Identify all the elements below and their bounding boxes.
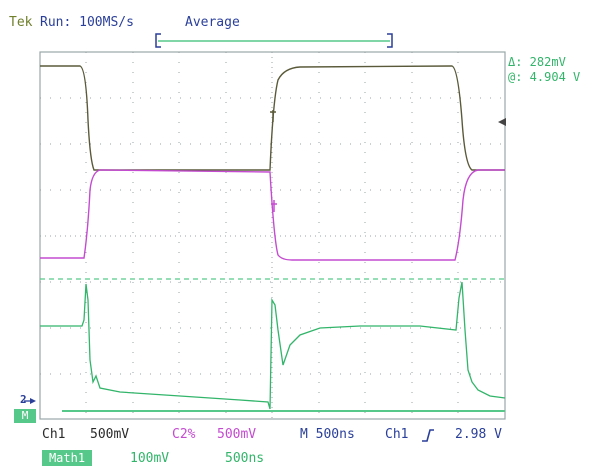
math1-label[interactable]: Math1: [42, 450, 92, 466]
ch2-ground-arrow: [30, 398, 36, 404]
trigger-marker-ch1[interactable]: [270, 110, 276, 122]
ch1-label: Ch1: [42, 427, 66, 442]
acquisition-mode: Average: [185, 15, 240, 30]
graticule: [39, 51, 506, 420]
ch1-trace: [40, 65, 505, 171]
ch2-trace: [40, 169, 505, 261]
trigger-marker-ch2[interactable]: [271, 200, 277, 212]
math1-scale: 100mV: [130, 451, 170, 466]
cursor-position-readout: @: 4.904 V: [508, 70, 581, 84]
math-trace: [40, 281, 506, 410]
trigger-level-arrow[interactable]: [498, 118, 506, 126]
ch2-label: C2%: [172, 427, 196, 442]
record-view-bar: [155, 33, 393, 48]
math-ground-marker[interactable]: M: [14, 409, 36, 423]
trigger-source[interactable]: Ch1: [385, 427, 409, 442]
brand-label: Tek: [9, 15, 33, 30]
timebase[interactable]: M 500ns: [300, 427, 355, 442]
cursor-delta-readout: Δ: 282mV: [508, 55, 566, 69]
trigger-level[interactable]: 2.98 V: [455, 427, 502, 442]
run-status: Run: 100MS/s: [40, 15, 134, 30]
ch2-scale[interactable]: 500mV: [217, 427, 257, 442]
ch2-ground-marker[interactable]: 2: [20, 393, 27, 406]
ch1-scale[interactable]: 500mV: [90, 427, 130, 442]
math1-time: 500ns: [225, 451, 265, 466]
rising-edge-icon: [422, 429, 434, 442]
